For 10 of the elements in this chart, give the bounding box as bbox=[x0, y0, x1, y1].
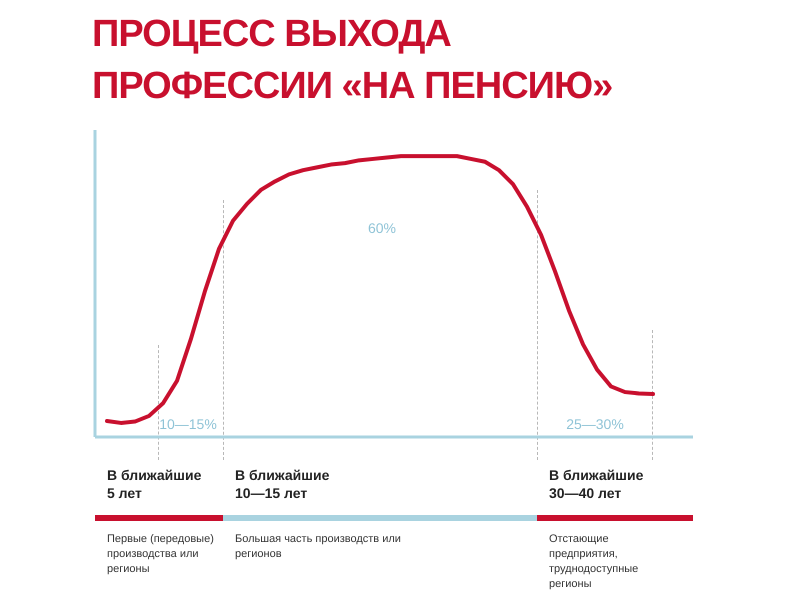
chart-title: ПРОЦЕСС ВЫХОДА ПРОФЕССИИ «НА ПЕНСИЮ» bbox=[92, 12, 614, 109]
annotation: 25—30% bbox=[566, 416, 624, 432]
text: Первые (передовые) производства или регионы bbox=[107, 532, 215, 577]
text: В ближайшие 5 лет bbox=[107, 466, 202, 502]
annotation: 60% bbox=[368, 220, 396, 236]
text: Отстающие предприятия, труднодоступные регионы bbox=[549, 532, 640, 592]
annotation: 10—15% bbox=[159, 416, 217, 432]
text: В ближайшие 10—15 лет bbox=[235, 466, 330, 502]
text: Большая часть производств или регионов bbox=[235, 532, 402, 562]
text: В ближайшие 30—40 лет bbox=[549, 466, 644, 502]
